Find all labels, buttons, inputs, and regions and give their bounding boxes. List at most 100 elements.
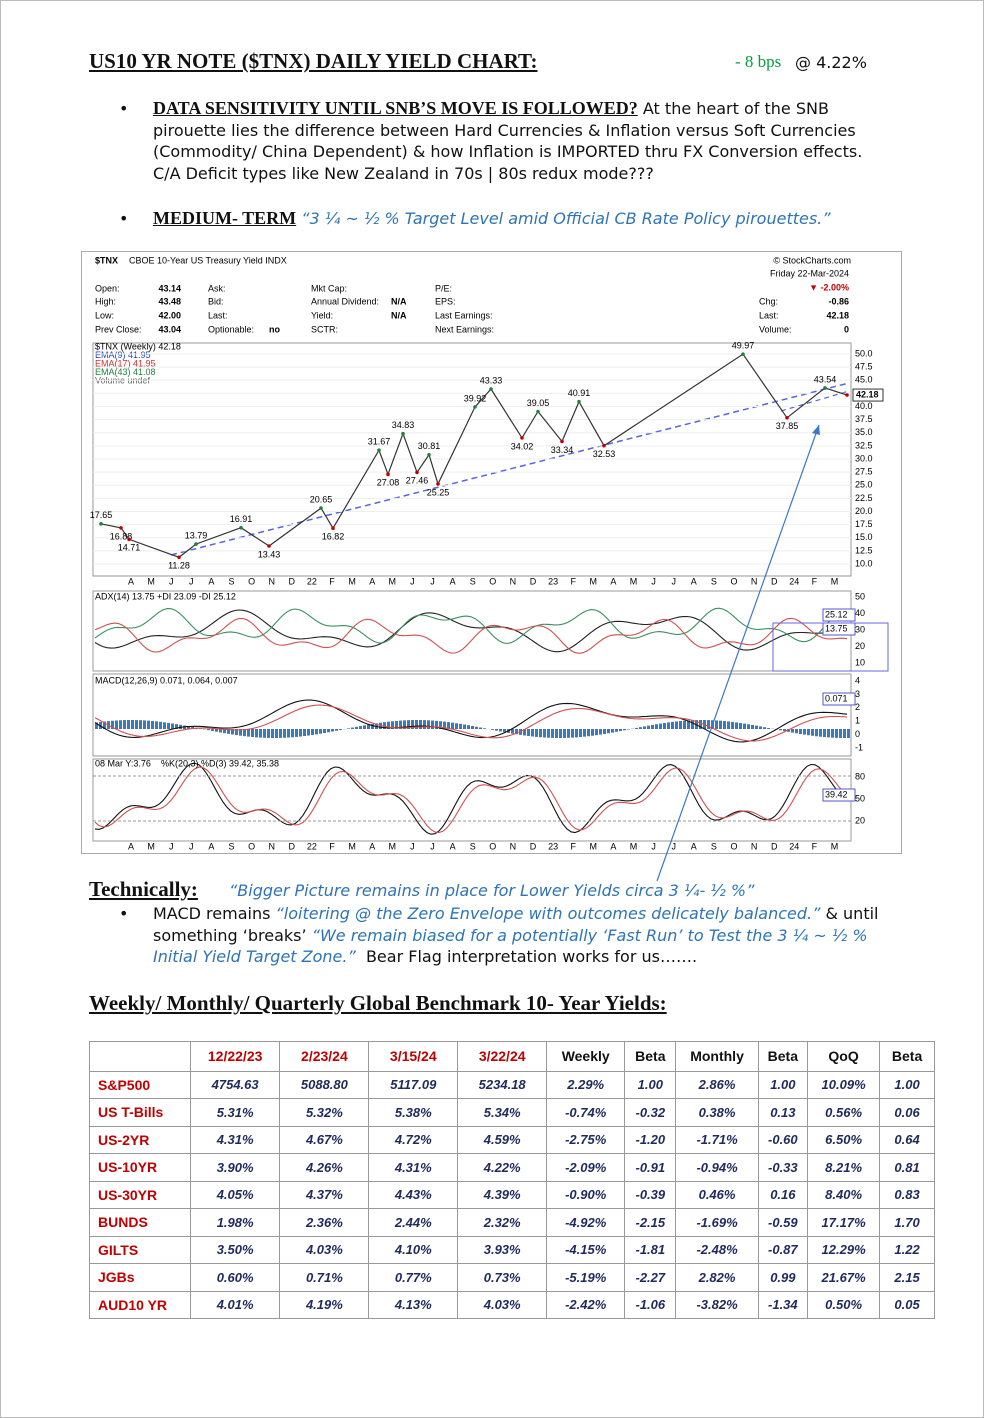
table-cell: 10.09% xyxy=(806,1070,881,1099)
table-cell: -2.27 xyxy=(624,1263,677,1292)
histogram-bar xyxy=(579,729,582,738)
histogram-bar xyxy=(167,722,170,729)
swing-label: 31.67 xyxy=(368,437,391,447)
month-label: D xyxy=(289,576,296,586)
histogram-bar xyxy=(735,722,738,729)
table-row: S&P500 4754.63 5088.80 5117.09 5234.18 2.29% 1… xyxy=(89,1070,935,1099)
histogram-bar xyxy=(595,729,598,736)
month-label: J xyxy=(430,841,435,851)
histogram-bar xyxy=(403,720,406,729)
month-label: A xyxy=(369,841,375,851)
header-cell: 2/23/24 xyxy=(279,1041,370,1072)
histogram-bar xyxy=(239,729,242,736)
histogram-bar xyxy=(731,721,734,729)
month-label: F xyxy=(329,576,335,586)
histogram-bar xyxy=(307,729,310,736)
y-tick-label: 17.5 xyxy=(855,519,873,529)
indicator-tick: 0 xyxy=(855,729,860,739)
quote-value: 43.04 xyxy=(158,324,181,334)
quote-label: EPS: xyxy=(435,296,456,306)
price-line xyxy=(100,353,848,558)
table-cell: -0.33 xyxy=(757,1153,809,1182)
y-tick-label: 20.0 xyxy=(855,506,873,516)
swing-point xyxy=(99,522,103,526)
text: “loitering @ the Zero Envelope with outc… xyxy=(275,904,821,923)
y-tick-label: 12.5 xyxy=(855,545,873,555)
indicator-tick: 10 xyxy=(855,657,865,667)
histogram-bar xyxy=(679,721,682,729)
table-cell: -5.19% xyxy=(546,1263,626,1292)
histogram-bar xyxy=(447,722,450,729)
month-label: F xyxy=(812,576,818,586)
histogram-bar xyxy=(287,729,290,738)
histogram-bar xyxy=(127,720,130,729)
trend-line xyxy=(170,382,850,556)
histogram-bar xyxy=(455,723,458,729)
histogram-bar xyxy=(391,721,394,729)
histogram-bar xyxy=(351,727,354,729)
table-cell: 3.50% xyxy=(189,1235,281,1264)
yield-table: 12/22/23 2/23/24 3/15/24 3/22/24 Weekly Beta M… xyxy=(89,1041,935,1319)
table-cell: -3.82% xyxy=(675,1290,759,1319)
quote-label: SCTR: xyxy=(311,324,338,334)
table-row: US T-Bills 5.31% 5.32% 5.38% 5.34% -0.74% -0.3… xyxy=(89,1098,935,1127)
table-cell: -0.90% xyxy=(546,1180,626,1209)
bullet: MEDIUM- TERM “3 ¼ ~ ½ % Target Level ami… xyxy=(153,208,893,230)
table-cell: 0.50% xyxy=(806,1290,881,1319)
swing-label: 40.91 xyxy=(568,388,591,398)
table-cell: 2.36% xyxy=(279,1208,370,1237)
swing-label: 33.34 xyxy=(551,445,574,455)
histogram-bar xyxy=(279,729,282,738)
swing-point xyxy=(602,443,606,448)
header-cell: 3/22/24 xyxy=(457,1041,548,1072)
table-cell: 4.37% xyxy=(279,1180,370,1209)
table-cell: US-2YR xyxy=(89,1125,191,1154)
header-cell: QoQ xyxy=(806,1041,881,1072)
month-label: 23 xyxy=(548,576,558,586)
histogram-bar xyxy=(667,722,670,729)
month-label: D xyxy=(289,841,296,851)
header-cell: Beta xyxy=(624,1041,677,1072)
histogram-bar xyxy=(419,720,422,729)
histogram-bar xyxy=(331,729,334,732)
histogram-bar xyxy=(715,720,718,729)
table-cell: 4.13% xyxy=(368,1290,459,1319)
month-label: M xyxy=(147,576,155,586)
table-cell: 0.56% xyxy=(806,1098,881,1127)
month-label: J xyxy=(169,576,174,586)
table-cell: 12.29% xyxy=(806,1235,881,1264)
month-label: 22 xyxy=(307,576,317,586)
table-cell: -0.74% xyxy=(546,1098,626,1127)
histogram-bar xyxy=(323,729,326,733)
trend-line xyxy=(780,390,850,412)
histogram-bar xyxy=(247,729,250,737)
histogram-bar xyxy=(223,729,226,734)
month-label: M xyxy=(630,576,638,586)
value-box xyxy=(822,788,856,802)
histogram-bar xyxy=(111,720,114,729)
quote-value: 43.14 xyxy=(158,283,181,293)
histogram-bar xyxy=(571,729,574,738)
swing-point xyxy=(823,386,827,390)
month-label: A xyxy=(450,841,456,851)
swing-point xyxy=(194,542,198,546)
quote-value: no xyxy=(269,324,280,334)
histogram-bar xyxy=(535,729,538,737)
table-row: BUNDS 1.98% 2.36% 2.44% 2.32% -4.92% -2.15 -1.6… xyxy=(89,1208,935,1237)
month-label: J xyxy=(430,576,435,586)
histogram-bar xyxy=(339,729,342,730)
table-cell: -1.34 xyxy=(757,1290,809,1319)
histogram-bar xyxy=(647,725,650,729)
quote-label: P/E: xyxy=(435,283,452,293)
header-cell: Beta xyxy=(757,1041,809,1072)
histogram-bar xyxy=(779,729,782,731)
quote-label: Mkt Cap: xyxy=(311,283,347,293)
quote-label: Open: xyxy=(95,283,120,293)
table-title: Weekly/ Monthly/ Quarterly Global Benchm… xyxy=(89,991,667,1015)
histogram-bar xyxy=(751,724,754,729)
table-cell: US-30YR xyxy=(89,1180,191,1209)
month-label: O xyxy=(248,576,255,586)
histogram-bar xyxy=(315,729,318,735)
month-label: S xyxy=(228,576,234,586)
table-cell: 5.32% xyxy=(279,1098,370,1127)
